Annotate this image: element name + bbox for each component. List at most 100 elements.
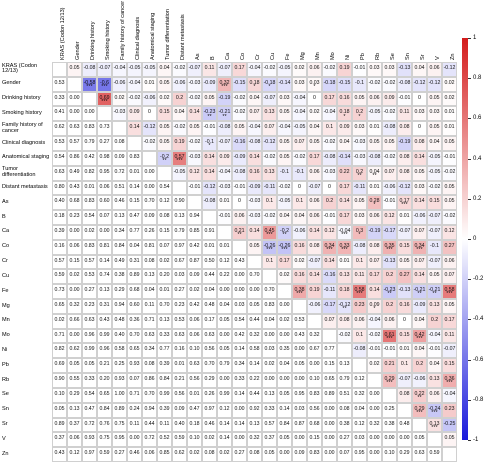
p-value-cell: 0.68 xyxy=(127,284,142,300)
p-value-cell: 0.06 xyxy=(67,239,82,255)
correlation-cell: -0.03 xyxy=(217,180,232,196)
correlation-cell: 0.29 xyxy=(382,373,397,388)
correlation-cell: -0.12 xyxy=(337,299,352,314)
p-value-cell: 0.65 xyxy=(322,373,337,388)
significance-star: * xyxy=(373,306,376,313)
correlation-cell: 0.02 xyxy=(157,91,172,107)
diagonal-cell xyxy=(232,239,247,255)
correlation-cell: -0.04 xyxy=(127,76,142,92)
correlation-cell: -0.05 xyxy=(427,150,442,166)
correlation-cell: -0.07 xyxy=(262,91,277,107)
correlation-cell: -0.03 xyxy=(352,136,367,151)
significance-star: ** xyxy=(342,306,347,313)
row-label: Distant metastasis xyxy=(2,183,48,190)
column-label: Distant metastasis xyxy=(180,14,187,60)
p-value-cell: 0.06 xyxy=(97,180,112,196)
p-value-cell: 0.37 xyxy=(67,417,82,433)
correlation-cell: -0.08 xyxy=(397,76,412,92)
p-value-cell: 0.97 xyxy=(202,402,217,418)
significance-star: ** xyxy=(357,172,362,179)
p-value-cell: 0.51 xyxy=(112,180,127,196)
p-value-cell: 0.18 xyxy=(187,417,202,433)
correlation-cell: 0.05 xyxy=(442,195,457,211)
correlation-cell: -0.02 xyxy=(187,136,202,151)
p-value-cell: 0.14 xyxy=(217,432,232,448)
correlation-cell: -0.02 xyxy=(322,136,337,151)
p-value-cell: 0.05 xyxy=(247,299,262,314)
correlation-cell: -0.01 xyxy=(232,180,247,196)
p-value-cell: 0.96 xyxy=(97,343,112,359)
p-value-cell: 0.54 xyxy=(82,387,97,403)
p-value-cell: 0.26 xyxy=(142,224,157,240)
p-value-cell: 0.57 xyxy=(52,254,67,270)
p-value-cell: 0.15 xyxy=(322,358,337,374)
p-value-cell: 0.05 xyxy=(67,358,82,374)
correlation-cell: 0.05 xyxy=(427,91,442,107)
correlation-cell: 0.14 xyxy=(307,269,322,285)
p-value-cell: 0.01 xyxy=(187,387,202,403)
correlation-cell: -0.11 xyxy=(262,180,277,196)
column-label: Smoking history xyxy=(105,20,112,60)
correlation-cell: 0.19 xyxy=(307,284,322,300)
correlation-cell: 0.18 xyxy=(337,106,352,122)
p-value-cell: 0.17 xyxy=(202,313,217,329)
p-value-cell: 0.10 xyxy=(382,447,397,462)
p-value-cell: 0.14 xyxy=(277,402,292,418)
p-value-cell: 1.00 xyxy=(112,387,127,403)
p-value-cell: 0.89 xyxy=(322,387,337,403)
p-value-cell: 0.27 xyxy=(97,136,112,151)
correlation-cell: 0.22 xyxy=(412,387,427,403)
p-value-cell: 0.79 xyxy=(337,373,352,388)
correlation-cell: -0.08 xyxy=(352,239,367,255)
correlation-cell: 0.34 xyxy=(322,239,337,255)
significance-star: *** xyxy=(341,232,348,239)
correlation-cell: 0.05 xyxy=(67,62,82,77)
correlation-cell: -0.21 xyxy=(412,284,427,300)
correlation-cell: 0.15 xyxy=(397,239,412,255)
p-value-cell: 0.04 xyxy=(127,239,142,255)
column-label: Sr xyxy=(420,54,427,60)
correlation-cell: 0.2 xyxy=(427,313,442,329)
colorbar-tick xyxy=(468,399,471,401)
correlation-cell: 0.04 xyxy=(307,121,322,137)
row-label: Co xyxy=(2,243,10,250)
p-value-cell: 0.05 xyxy=(217,343,232,359)
p-value-cell: 0.70 xyxy=(202,358,217,374)
p-value-cell: 0.39 xyxy=(157,402,172,418)
p-value-cell: 0.05 xyxy=(262,447,277,462)
correlation-cell: 0.11 xyxy=(352,269,367,285)
correlation-cell: 0.16 xyxy=(337,91,352,107)
correlation-cell: 0.09 xyxy=(367,299,382,314)
correlation-cell: 0.14 xyxy=(412,195,427,211)
correlation-cell: 0 xyxy=(232,195,247,211)
p-value-cell: 0.02 xyxy=(52,313,67,329)
correlation-cell: -0.02 xyxy=(322,62,337,77)
p-value-cell: 0.73 xyxy=(97,121,112,137)
p-value-cell: 0.21 xyxy=(97,358,112,374)
p-value-cell: 0.00 xyxy=(277,373,292,388)
p-value-cell: 0.72 xyxy=(142,432,157,448)
p-value-cell: 0.47 xyxy=(82,402,97,418)
correlation-cell: 0.04 xyxy=(367,165,382,181)
correlation-cell: -0.03 xyxy=(247,210,262,225)
p-value-cell: 0.39 xyxy=(52,224,67,240)
colorbar-tick xyxy=(468,279,471,280)
significance-star: *** xyxy=(416,335,423,342)
correlation-cell: 0.07 xyxy=(292,136,307,151)
correlation-cell: 0.21 xyxy=(232,224,247,240)
correlation-cell: 0.06 xyxy=(382,313,397,329)
p-value-cell: 0.01 xyxy=(172,358,187,374)
correlation-cell: 0.23 xyxy=(352,299,367,314)
p-value-cell: 0.13 xyxy=(67,402,82,418)
row-label: Ni xyxy=(2,346,8,353)
correlation-cell: 0.04 xyxy=(277,210,292,225)
correlation-cell: -0.04 xyxy=(367,313,382,329)
correlation-cell: 0.42 xyxy=(412,328,427,344)
correlation-cell: 0.11 xyxy=(202,62,217,77)
column-label: Co xyxy=(240,52,247,60)
p-value-cell: 0.04 xyxy=(217,299,232,314)
correlation-cell: 0.13 xyxy=(337,269,352,285)
correlation-cell: 0.04 xyxy=(427,358,442,374)
correlation-cell: 0.08 xyxy=(307,239,322,255)
p-value-cell: 0.10 xyxy=(52,387,67,403)
